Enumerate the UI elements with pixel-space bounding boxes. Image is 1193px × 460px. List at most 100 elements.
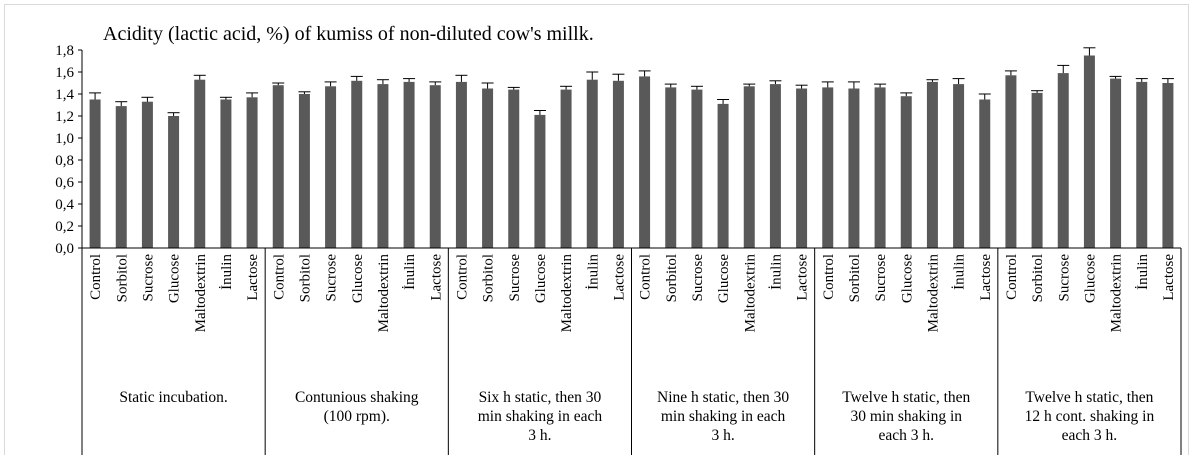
- bar: [1057, 73, 1069, 248]
- x-tick-label: Maltodextrin: [925, 254, 941, 333]
- group-label: (100 rpm).: [324, 408, 390, 425]
- y-tick-label: 0,0: [55, 241, 74, 257]
- bar: [246, 97, 258, 248]
- bar: [298, 94, 310, 248]
- x-tick-label: Maltodextrin: [376, 254, 392, 333]
- bar: [377, 84, 389, 248]
- x-tick-label: Sucrose: [507, 254, 523, 302]
- bar: [979, 99, 991, 248]
- bar: [926, 81, 938, 249]
- bar: [272, 85, 284, 248]
- y-tick-label: 0,4: [55, 197, 74, 213]
- group-label: min shaking in each: [661, 408, 786, 425]
- x-tick-label: Control: [638, 254, 654, 300]
- bar: [89, 99, 101, 248]
- x-tick-label: Glucose: [167, 254, 183, 303]
- bars: [89, 47, 1174, 249]
- x-tick-label: Glucose: [716, 254, 732, 303]
- x-tick-label: Control: [88, 254, 104, 300]
- group-label: 12 h cont. shaking in: [1025, 408, 1155, 425]
- bar: [1162, 83, 1174, 248]
- x-tick-label: İnulin: [219, 254, 235, 290]
- bar: [1136, 81, 1148, 249]
- group-label: Twelve h static, then: [1025, 389, 1153, 406]
- x-tick-label: Lactose: [795, 254, 811, 301]
- group-label: Nine h static, then 30: [657, 389, 789, 406]
- bar: [1031, 92, 1043, 249]
- x-tick-label: Maltodextrin: [742, 254, 758, 333]
- y-tick-label: 0,2: [55, 219, 74, 235]
- bar: [796, 88, 808, 248]
- y-tick-label: 1,4: [55, 87, 74, 103]
- y-tick-label: 1,6: [55, 65, 74, 81]
- group-label: each 3 h.: [878, 427, 934, 444]
- x-tick-label: Control: [1004, 254, 1020, 300]
- y-tick-label: 1,0: [55, 131, 74, 147]
- bar: [586, 79, 598, 248]
- bar: [743, 86, 755, 248]
- x-tick-label: Sucrose: [140, 254, 156, 302]
- group-label: Contunious shaking: [295, 389, 419, 406]
- x-tick-label: Lactose: [1161, 254, 1177, 301]
- group-label: Six h static, then 30: [479, 389, 602, 406]
- x-tick-label: Control: [271, 254, 287, 300]
- bar: [717, 103, 729, 249]
- bar: [665, 87, 677, 249]
- bar: [612, 80, 624, 248]
- x-tick-label: Sucrose: [690, 254, 706, 302]
- x-tick-label: Lactose: [245, 254, 261, 301]
- bar: [455, 81, 467, 249]
- group-label: Twelve h static, then: [842, 389, 970, 406]
- x-tick-label: Sorbitol: [297, 254, 313, 302]
- x-tick-label: Sucrose: [873, 254, 889, 302]
- bar: [953, 84, 965, 248]
- x-tick-label: Maltodextrin: [559, 254, 575, 333]
- x-tick-label: Sorbitol: [481, 254, 497, 302]
- x-tick-label: Glucose: [899, 254, 915, 303]
- y-tick-label: 1,8: [55, 43, 74, 59]
- bar: [900, 96, 912, 248]
- bar: [848, 88, 860, 248]
- bar: [351, 80, 363, 248]
- x-tick-label: İnulin: [1135, 254, 1151, 290]
- x-tick-label: Lactose: [978, 254, 994, 301]
- x-tick-label: Lactose: [428, 254, 444, 301]
- x-tick-label: Sucrose: [1056, 254, 1072, 302]
- x-tick-label: İnulin: [952, 254, 968, 290]
- y-tick-label: 1,2: [55, 109, 74, 125]
- x-tick-label: Lactose: [611, 254, 627, 301]
- x-tick-label: Control: [454, 254, 470, 300]
- x-tick-label: Sorbitol: [1030, 254, 1046, 302]
- x-tick-label: İnulin: [402, 254, 418, 290]
- bar: [141, 101, 153, 248]
- chart-title: Acidity (lactic acid, %) of kumiss of no…: [103, 23, 594, 45]
- y-tick-label: 0,8: [55, 153, 74, 169]
- x-tick-label: Maltodextrin: [1109, 254, 1125, 333]
- y-axis: 0,0 0,2 0,4 0,6 0,8 1,0 1,2 1,4 1,6 1,8: [55, 43, 83, 257]
- bar: [115, 106, 127, 248]
- bar: [508, 89, 520, 248]
- x-axis: Control Sorbitol Sucrose Glucose Maltodextri…: [81, 247, 1182, 455]
- bar: [429, 85, 441, 248]
- bar: [874, 87, 886, 249]
- x-tick-label: Glucose: [533, 254, 549, 303]
- x-tick-label: Glucose: [1082, 254, 1098, 303]
- x-tick-label: Sorbitol: [847, 254, 863, 302]
- bar: [403, 81, 415, 249]
- x-tick-label: Sorbitol: [664, 254, 680, 302]
- group-label: min shaking in each: [478, 408, 603, 425]
- group-label: 3 h.: [528, 427, 551, 444]
- bar: [482, 88, 494, 248]
- bar: [1005, 75, 1017, 248]
- group-label: Static incubation.: [119, 389, 227, 406]
- bar: [691, 89, 703, 248]
- bar: [639, 76, 651, 249]
- y-tick-label: 0,6: [55, 175, 74, 191]
- x-tick-label: İnulin: [585, 254, 601, 290]
- group-label: 3 h.: [711, 427, 734, 444]
- x-tick-label: Maltodextrin: [193, 254, 209, 333]
- bar: [1083, 55, 1095, 248]
- bar: [822, 87, 834, 249]
